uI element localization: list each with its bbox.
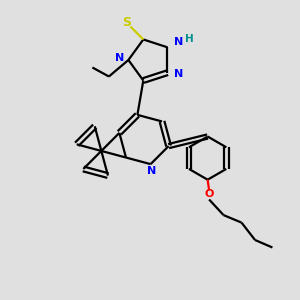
Text: N: N [115,53,124,64]
Text: N: N [148,166,157,176]
Text: S: S [122,16,131,29]
Text: N: N [174,37,184,47]
Text: O: O [204,189,214,199]
Text: H: H [185,34,194,44]
Text: N: N [174,69,184,79]
